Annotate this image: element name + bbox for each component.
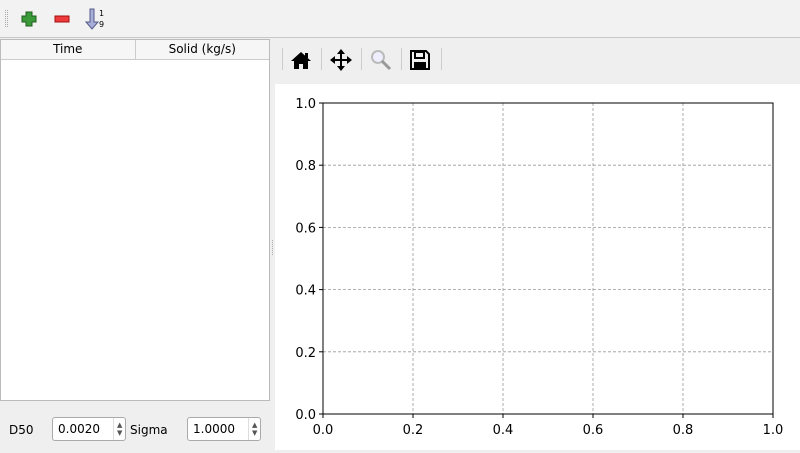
table-header: Time Solid (kg/s) xyxy=(1,40,269,60)
chart: 0.0 0.2 0.4 0.6 0.8 1.0 0.0 0.2 0.4 0.6 0.8 1.0 xyxy=(295,97,784,438)
sigma-stepper[interactable]: ▲ ▼ xyxy=(248,418,260,440)
x-tick-label: 1.0 xyxy=(763,423,784,438)
d50-stepper[interactable]: ▲ ▼ xyxy=(113,418,125,440)
remove-row-button[interactable] xyxy=(49,6,75,32)
sigma-input[interactable] xyxy=(188,418,249,440)
separator xyxy=(321,48,322,70)
y-tick-label: 0.6 xyxy=(295,221,316,236)
y-tick-label: 0.8 xyxy=(295,159,316,174)
zoom-button[interactable] xyxy=(368,47,394,73)
separator xyxy=(282,48,283,70)
toolbar-grip[interactable] xyxy=(5,10,8,27)
save-icon xyxy=(410,50,430,70)
splitter-handle[interactable] xyxy=(272,240,274,255)
sort-ascending-icon: 19 xyxy=(84,8,104,30)
y-tick-label: 0.4 xyxy=(295,284,316,299)
column-header-solid[interactable]: Solid (kg/s) xyxy=(134,40,270,59)
plot-toolbar xyxy=(276,39,800,84)
y-tick-label: 1.0 xyxy=(295,97,316,112)
axes-frame xyxy=(322,102,774,415)
y-tick-label: 0.0 xyxy=(295,408,316,423)
separator xyxy=(401,48,402,70)
home-icon xyxy=(291,52,311,69)
data-table[interactable]: Time Solid (kg/s) xyxy=(0,39,270,401)
plus-icon xyxy=(21,11,37,27)
sigma-label: Sigma xyxy=(130,423,168,437)
x-tick-label: 0.0 xyxy=(313,423,334,438)
minus-icon xyxy=(54,15,70,23)
y-tick-label: 0.2 xyxy=(295,346,316,361)
svg-text:9: 9 xyxy=(99,20,104,29)
svg-text:1: 1 xyxy=(99,9,104,18)
pan-button[interactable] xyxy=(328,47,354,73)
sigma-spinbox[interactable]: ▲▼ xyxy=(187,417,261,441)
x-tick-label: 0.8 xyxy=(673,423,694,438)
parameters-panel: D50 ▲▼ Sigma ▲▼ xyxy=(0,414,272,444)
d50-input[interactable] xyxy=(53,418,114,440)
separator xyxy=(441,48,442,70)
zoom-icon xyxy=(371,50,392,71)
save-button[interactable] xyxy=(407,47,433,73)
pan-icon xyxy=(330,49,352,71)
column-header-time[interactable]: Time xyxy=(53,42,83,56)
d50-spinbox[interactable]: ▲▼ xyxy=(52,417,126,441)
x-tick-label: 0.4 xyxy=(493,423,514,438)
d50-label: D50 xyxy=(9,423,34,437)
home-button[interactable] xyxy=(288,47,314,73)
x-tick-label: 0.6 xyxy=(583,423,604,438)
separator xyxy=(361,48,362,70)
add-row-button[interactable] xyxy=(16,6,42,32)
x-tick-label: 0.2 xyxy=(403,423,424,438)
plot-canvas[interactable]: 0.0 0.2 0.4 0.6 0.8 1.0 0.0 0.2 0.4 0.6 0.8 1.0 xyxy=(275,84,800,450)
